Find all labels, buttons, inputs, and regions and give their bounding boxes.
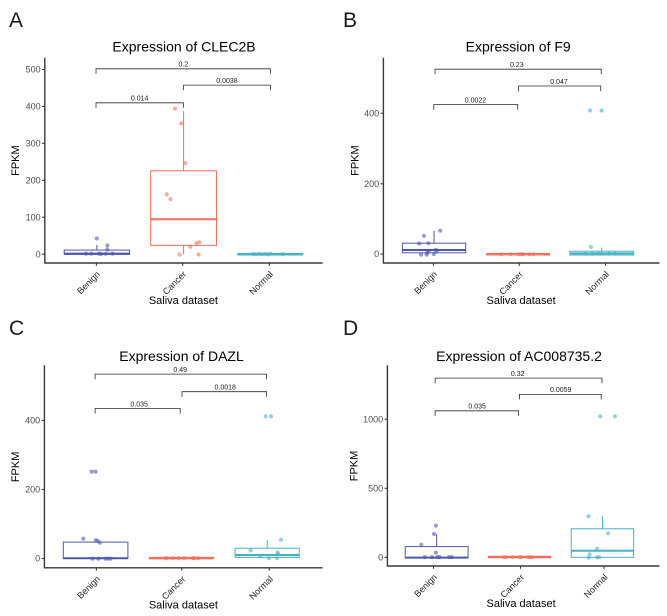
svg-text:0.2: 0.2 <box>179 62 189 69</box>
svg-text:0.23: 0.23 <box>510 62 524 69</box>
svg-text:FPKM: FPKM <box>350 145 362 176</box>
svg-text:Expression of F9: Expression of F9 <box>466 38 571 54</box>
svg-text:200: 200 <box>26 175 41 185</box>
svg-text:0.047: 0.047 <box>550 79 568 86</box>
svg-text:B: B <box>343 9 357 32</box>
svg-text:1000: 1000 <box>363 414 383 424</box>
svg-text:Expression of DAZL: Expression of DAZL <box>119 348 244 364</box>
svg-text:0: 0 <box>378 553 383 563</box>
svg-text:0: 0 <box>374 249 379 259</box>
svg-text:D: D <box>343 317 358 340</box>
svg-text:Saliva dataset: Saliva dataset <box>149 600 218 612</box>
svg-text:C: C <box>9 317 24 340</box>
svg-text:FPKM: FPKM <box>349 451 361 482</box>
svg-text:Saliva dataset: Saliva dataset <box>149 295 218 307</box>
svg-text:200: 200 <box>25 485 40 495</box>
svg-text:300: 300 <box>26 138 41 148</box>
svg-text:0: 0 <box>36 249 41 259</box>
svg-text:0.0038: 0.0038 <box>216 78 238 85</box>
svg-text:Saliva dataset: Saliva dataset <box>487 295 556 307</box>
svg-text:Saliva dataset: Saliva dataset <box>487 598 556 610</box>
svg-text:200: 200 <box>364 179 379 189</box>
svg-text:400: 400 <box>25 416 40 426</box>
svg-text:Expression of AC008735.2: Expression of AC008735.2 <box>436 348 602 364</box>
svg-text:500: 500 <box>26 65 41 75</box>
svg-text:0.035: 0.035 <box>130 401 148 408</box>
svg-text:FPKM: FPKM <box>10 145 22 176</box>
svg-text:0.0022: 0.0022 <box>465 97 487 104</box>
svg-text:0.0059: 0.0059 <box>550 387 572 394</box>
svg-text:400: 400 <box>26 102 41 112</box>
svg-text:0.49: 0.49 <box>173 367 187 374</box>
svg-text:0.32: 0.32 <box>511 371 525 378</box>
svg-text:500: 500 <box>368 483 383 493</box>
svg-text:Expression of CLEC2B: Expression of CLEC2B <box>112 38 255 54</box>
svg-text:0: 0 <box>35 554 40 564</box>
svg-text:FPKM: FPKM <box>10 452 22 483</box>
svg-text:0.014: 0.014 <box>131 96 149 103</box>
svg-text:0.035: 0.035 <box>468 404 486 411</box>
svg-text:0.0018: 0.0018 <box>214 385 236 392</box>
svg-text:400: 400 <box>364 108 379 118</box>
svg-text:100: 100 <box>26 212 41 222</box>
svg-text:A: A <box>9 9 23 32</box>
